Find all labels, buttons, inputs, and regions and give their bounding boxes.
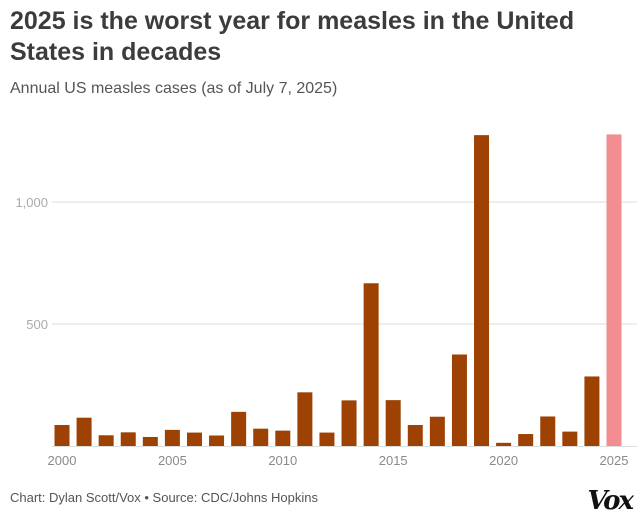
bar-2009: [253, 428, 269, 446]
bar-2006: [186, 432, 202, 446]
bar-2011: [297, 392, 313, 446]
bar-2016: [407, 425, 423, 446]
bar-2022: [540, 416, 556, 446]
bar-2002: [98, 435, 114, 446]
bar-2014: [363, 283, 379, 446]
x-tick-label: 2005: [158, 453, 187, 468]
chart-subtitle: Annual US measles cases (as of July 7, 2…: [10, 80, 338, 97]
bar-2001: [76, 417, 92, 446]
chart-credit: Chart: Dylan Scott/Vox • Source: CDC/Joh…: [10, 490, 319, 505]
bar-2015: [385, 400, 401, 446]
chart-title: 2025 is the worst year for measles in th…: [10, 7, 575, 66]
bar-2007: [209, 435, 225, 446]
bar-2023: [562, 431, 578, 446]
x-tick-label: 2025: [600, 453, 629, 468]
y-tick-label: 500: [26, 317, 48, 332]
bar-2008: [231, 411, 247, 446]
bar-2000: [54, 425, 70, 446]
bar-2021: [518, 434, 534, 446]
bar-2003: [120, 432, 136, 446]
bar-2005: [164, 429, 180, 446]
vox-logo: Vox: [587, 486, 634, 516]
x-tick-label: 2010: [268, 453, 297, 468]
bar-2004: [142, 436, 158, 446]
bar-2025: [606, 134, 622, 447]
bar-2024: [584, 376, 600, 446]
bar-2020: [496, 442, 512, 446]
bar-2017: [429, 416, 445, 446]
bar-2019: [474, 135, 490, 447]
x-tick-label: 2020: [489, 453, 518, 468]
bar-2010: [275, 430, 291, 446]
bar-2013: [341, 400, 357, 446]
x-tick-label: 2015: [379, 453, 408, 468]
x-tick-label: 2000: [48, 453, 77, 468]
bar-2018: [451, 354, 467, 446]
bar-2012: [319, 432, 335, 446]
y-tick-label: 1,000: [15, 195, 48, 210]
